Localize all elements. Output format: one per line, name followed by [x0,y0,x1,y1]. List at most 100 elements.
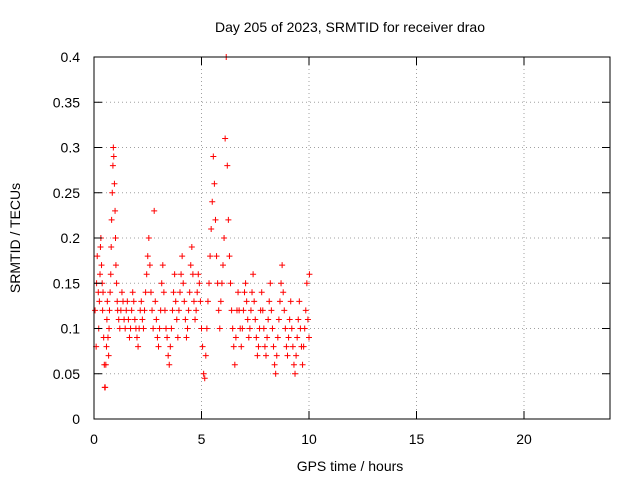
data-point [284,352,291,359]
data-point [150,325,157,332]
data-point [252,316,259,323]
data-point [127,325,134,332]
data-point [187,262,194,269]
data-point [292,370,299,377]
data-point [131,316,138,323]
data-point [158,280,165,287]
data-point [283,343,290,350]
data-point [167,343,174,350]
data-point [166,361,173,368]
data-point [195,271,202,278]
y-tick-label: 0.4 [61,49,81,65]
data-point [169,307,176,314]
data-point [115,316,122,323]
data-point [153,316,160,323]
data-point [155,343,162,350]
data-point [138,298,145,305]
data-point [170,289,177,296]
x-tick-label: 5 [198,431,206,447]
data-point [118,289,125,296]
data-point [203,325,210,332]
data-point [273,352,280,359]
data-point [126,334,133,341]
data-point [286,316,293,323]
data-point [215,307,222,314]
data-point [251,298,258,305]
data-point [106,307,113,314]
y-tick-label: 0.05 [53,366,80,382]
data-point [122,325,129,332]
data-point [261,343,268,350]
data-point [263,352,269,359]
data-point [255,343,262,350]
data-point [100,289,107,296]
data-point [306,334,312,341]
data-point [181,298,188,305]
data-point [97,244,104,251]
data-point [221,235,228,241]
data-point [285,334,292,341]
data-point [97,271,104,278]
data-point [301,325,308,332]
data-point [125,316,132,323]
data-point [254,352,261,359]
data-point [104,298,111,305]
data-point [183,334,190,341]
data-point [199,343,206,350]
data-point [216,325,223,332]
grid-lines [94,57,610,419]
data-point [267,280,274,287]
data-point [168,325,175,332]
data-point [272,370,279,377]
data-point [196,280,203,287]
data-point [98,262,105,269]
data-point [116,325,123,332]
data-point [189,271,196,278]
data-point [210,153,217,160]
x-tick-label: 0 [90,431,98,447]
y-tick-label: 0.25 [53,185,80,201]
data-point [108,216,115,223]
data-point [129,289,136,296]
data-point [282,325,289,332]
data-point [266,298,273,305]
data-point [112,235,119,241]
x-tick-labels: 0 5 10 15 20 [90,431,532,447]
data-point [147,289,154,296]
data-point [302,307,309,314]
data-point [238,343,245,350]
data-point [182,316,189,323]
data-point [250,271,257,278]
data-point [135,343,142,350]
data-point [228,307,235,314]
data-point [194,289,201,296]
data-point [108,244,115,251]
data-point [197,298,204,305]
data-point [92,307,99,314]
data-point [152,298,159,305]
data-point [102,384,109,391]
data-point [218,280,225,287]
data-point [280,289,287,296]
data-point [274,334,281,341]
data-point [114,298,121,305]
data-point [260,325,267,332]
data-point [107,271,114,278]
data-point [165,352,172,359]
y-tick-label: 0.15 [53,275,80,291]
data-point [141,307,148,314]
data-point [173,316,180,323]
x-tick-label: 20 [516,431,532,447]
data-point [105,352,112,359]
data-point [154,334,161,341]
data-point [200,370,207,377]
data-point [235,289,242,296]
data-point [109,162,116,169]
y-axis-label: SRMTID / TECUs [7,183,23,293]
data-point [306,271,313,278]
data-point [241,289,248,296]
data-point [134,334,140,341]
data-point [295,316,302,323]
data-point [163,325,170,332]
y-tick-label: 0.2 [61,230,81,246]
